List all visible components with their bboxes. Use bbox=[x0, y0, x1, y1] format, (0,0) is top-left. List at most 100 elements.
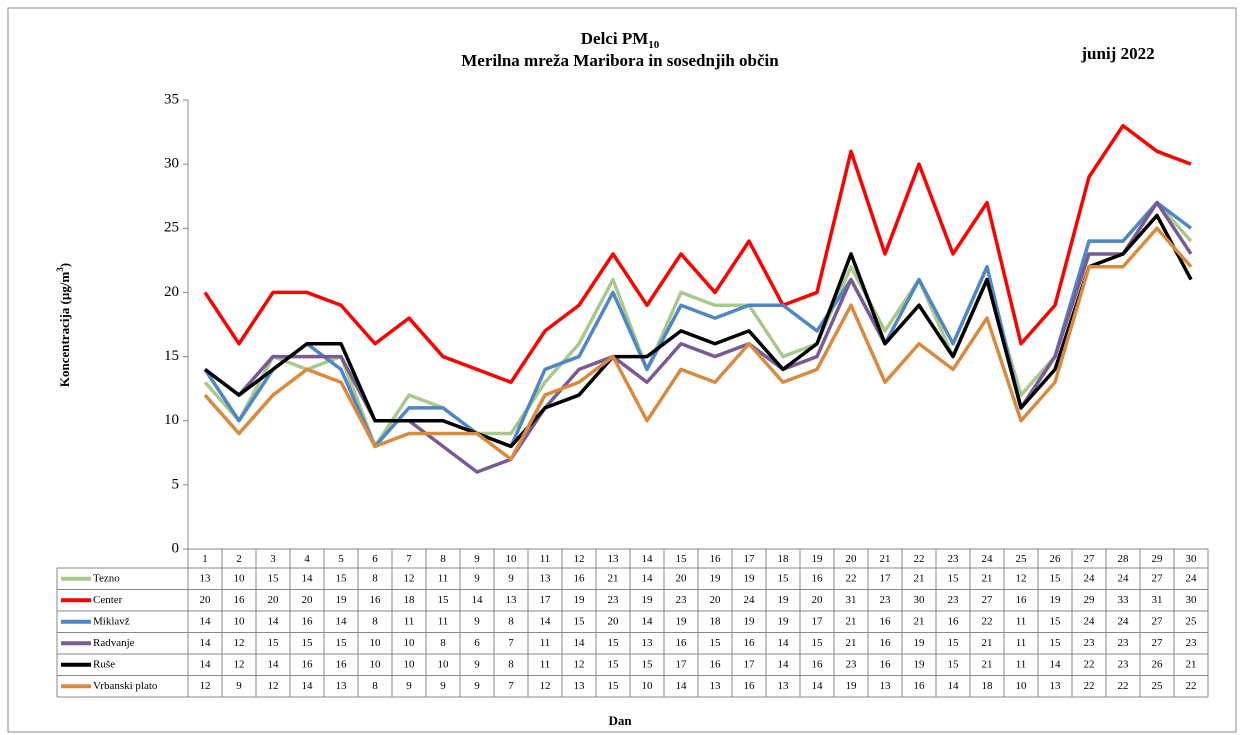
table-value: 14 bbox=[1050, 658, 1062, 670]
table-value: 23 bbox=[880, 594, 892, 606]
table-value: 16 bbox=[744, 637, 756, 649]
table-value: 17 bbox=[540, 594, 552, 606]
table-value: 19 bbox=[336, 594, 348, 606]
x-tick-label: 26 bbox=[1050, 553, 1062, 565]
table-value: 11 bbox=[1016, 658, 1027, 670]
table-value: 14 bbox=[812, 680, 824, 692]
table-value: 10 bbox=[404, 637, 416, 649]
table-value: 29 bbox=[1084, 594, 1096, 606]
table-value: 20 bbox=[676, 572, 688, 584]
table-value: 12 bbox=[234, 658, 245, 670]
table-value: 9 bbox=[474, 680, 480, 692]
table-value: 19 bbox=[1050, 594, 1062, 606]
x-tick-label: 13 bbox=[608, 553, 620, 565]
legend-label: Tezno bbox=[93, 572, 120, 584]
table-value: 23 bbox=[948, 594, 960, 606]
table-value: 13 bbox=[200, 572, 212, 584]
table-value: 12 bbox=[268, 680, 279, 692]
table-value: 13 bbox=[540, 572, 552, 584]
table-value: 17 bbox=[676, 658, 688, 670]
table-value: 15 bbox=[268, 637, 280, 649]
table-value: 15 bbox=[948, 658, 960, 670]
table-value: 15 bbox=[336, 637, 348, 649]
table-value: 23 bbox=[1084, 637, 1096, 649]
y-label-suffix: ) bbox=[57, 263, 72, 267]
table-value: 14 bbox=[200, 658, 212, 670]
table-value: 24 bbox=[1084, 572, 1096, 584]
table-value: 16 bbox=[234, 594, 246, 606]
table-value: 21 bbox=[982, 658, 993, 670]
table-value: 21 bbox=[608, 572, 619, 584]
table-value: 21 bbox=[1186, 658, 1197, 670]
table-value: 9 bbox=[508, 572, 514, 584]
table-value: 14 bbox=[642, 572, 654, 584]
legend-label: Vrbanski plato bbox=[93, 680, 158, 692]
table-value: 15 bbox=[642, 658, 654, 670]
table-value: 14 bbox=[268, 615, 280, 627]
table-value: 14 bbox=[302, 572, 314, 584]
x-tick-label: 27 bbox=[1084, 553, 1096, 565]
y-tick-label: 0 bbox=[172, 540, 180, 556]
table-value: 9 bbox=[440, 680, 446, 692]
table-value: 9 bbox=[406, 680, 412, 692]
table-value: 11 bbox=[404, 615, 415, 627]
x-tick-label: 9 bbox=[474, 553, 480, 565]
table-value: 16 bbox=[812, 572, 824, 584]
table-value: 20 bbox=[200, 594, 212, 606]
table-value: 16 bbox=[914, 680, 926, 692]
table-value: 12 bbox=[540, 680, 551, 692]
table-value: 10 bbox=[438, 658, 450, 670]
table-value: 11 bbox=[540, 658, 551, 670]
table-value: 13 bbox=[642, 637, 654, 649]
series-line bbox=[203, 226, 1193, 461]
table-value: 14 bbox=[778, 658, 790, 670]
chart-title: Delci PM10 bbox=[581, 29, 660, 51]
x-tick-label: 21 bbox=[880, 553, 891, 565]
table-value: 21 bbox=[914, 572, 925, 584]
title-main: Delci PM bbox=[581, 29, 649, 48]
table-value: 16 bbox=[744, 680, 756, 692]
table-value: 22 bbox=[1084, 680, 1095, 692]
x-tick-label: 18 bbox=[778, 553, 790, 565]
table-value: 19 bbox=[676, 615, 688, 627]
y-tick-label: 25 bbox=[164, 220, 179, 236]
table-value: 20 bbox=[608, 615, 620, 627]
x-tick-label: 10 bbox=[506, 553, 518, 565]
table-value: 11 bbox=[1016, 637, 1027, 649]
table-value: 15 bbox=[778, 572, 790, 584]
period-label: junij 2022 bbox=[1080, 44, 1154, 63]
x-tick-label: 14 bbox=[642, 553, 654, 565]
table-value: 14 bbox=[268, 658, 280, 670]
table-value: 11 bbox=[540, 637, 551, 649]
table-value: 16 bbox=[880, 658, 892, 670]
table-value: 9 bbox=[236, 680, 242, 692]
table-value: 27 bbox=[982, 594, 994, 606]
table-value: 10 bbox=[370, 658, 382, 670]
table-value: 14 bbox=[200, 615, 212, 627]
table-value: 8 bbox=[508, 658, 514, 670]
table-value: 21 bbox=[982, 572, 993, 584]
table-value: 13 bbox=[506, 594, 518, 606]
table-value: 27 bbox=[1152, 572, 1164, 584]
table-value: 16 bbox=[336, 658, 348, 670]
table-value: 7 bbox=[508, 680, 514, 692]
x-tick-label: 16 bbox=[710, 553, 722, 565]
table-value: 15 bbox=[1050, 637, 1062, 649]
chart-subtitle: Merilna mreža Maribora in sosednjih obči… bbox=[461, 51, 779, 70]
table-value: 19 bbox=[574, 594, 586, 606]
table-value: 20 bbox=[812, 594, 824, 606]
x-tick-label: 2 bbox=[236, 553, 242, 565]
table-value: 13 bbox=[574, 680, 586, 692]
y-axis-label: Koncentracija (µg/m3) bbox=[55, 263, 72, 387]
y-tick-label: 15 bbox=[164, 348, 179, 364]
table-value: 8 bbox=[372, 572, 378, 584]
title-subscript: 10 bbox=[648, 39, 660, 51]
table-value: 30 bbox=[914, 594, 926, 606]
table-value: 15 bbox=[608, 658, 620, 670]
table-value: 22 bbox=[1186, 680, 1197, 692]
legend-label: Ruše bbox=[93, 658, 115, 670]
table-value: 16 bbox=[302, 658, 314, 670]
y-tick-label: 10 bbox=[164, 412, 179, 428]
x-tick-label: 22 bbox=[914, 553, 925, 565]
table-value: 33 bbox=[1118, 594, 1130, 606]
